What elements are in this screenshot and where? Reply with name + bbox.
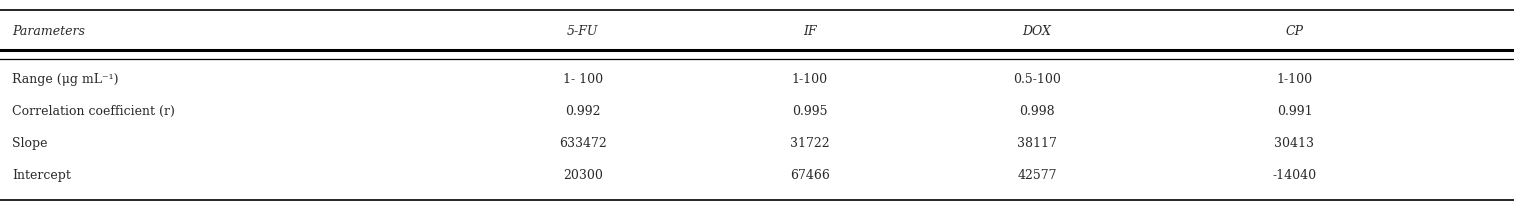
Text: Slope: Slope bbox=[12, 137, 47, 150]
Text: DOX: DOX bbox=[1022, 25, 1052, 39]
Text: 42577: 42577 bbox=[1017, 169, 1057, 182]
Text: 0.992: 0.992 bbox=[565, 105, 601, 118]
Text: 0.5-100: 0.5-100 bbox=[1013, 73, 1061, 86]
Text: 38117: 38117 bbox=[1017, 137, 1057, 150]
Text: 31722: 31722 bbox=[790, 137, 830, 150]
Text: 0.995: 0.995 bbox=[792, 105, 828, 118]
Text: 633472: 633472 bbox=[559, 137, 607, 150]
Text: 0.991: 0.991 bbox=[1276, 105, 1313, 118]
Text: 1-100: 1-100 bbox=[1276, 73, 1313, 86]
Text: 1-100: 1-100 bbox=[792, 73, 828, 86]
Text: 67466: 67466 bbox=[790, 169, 830, 182]
Text: CP: CP bbox=[1285, 25, 1304, 39]
Text: Parameters: Parameters bbox=[12, 25, 85, 39]
Text: Correlation coefficient (r): Correlation coefficient (r) bbox=[12, 105, 176, 118]
Text: 20300: 20300 bbox=[563, 169, 603, 182]
Text: 5-FU: 5-FU bbox=[568, 25, 598, 39]
Text: 1- 100: 1- 100 bbox=[563, 73, 603, 86]
Text: -14040: -14040 bbox=[1272, 169, 1317, 182]
Text: Range (μg mL⁻¹): Range (μg mL⁻¹) bbox=[12, 73, 118, 86]
Text: Intercept: Intercept bbox=[12, 169, 71, 182]
Text: IF: IF bbox=[804, 25, 816, 39]
Text: 30413: 30413 bbox=[1275, 137, 1314, 150]
Text: 0.998: 0.998 bbox=[1019, 105, 1055, 118]
